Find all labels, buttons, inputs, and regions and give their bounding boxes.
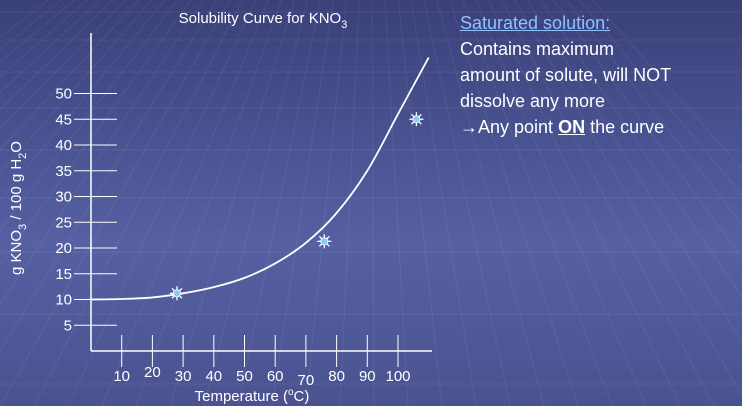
grid-line xyxy=(488,0,681,406)
grid-line xyxy=(0,0,101,93)
x-axis-label: Temperature (oC) xyxy=(195,387,310,405)
grid-line xyxy=(371,0,375,406)
x-tick-label: 100 xyxy=(385,368,410,385)
grid-line xyxy=(0,0,127,130)
y-axis-label-part: O xyxy=(8,141,25,153)
data-point xyxy=(169,286,184,301)
x-tick-label: 60 xyxy=(267,368,284,385)
grid-line xyxy=(0,0,179,231)
y-tick-label: 45 xyxy=(55,111,72,128)
grid-line xyxy=(514,0,742,397)
point-dot xyxy=(412,115,421,124)
x-tick-label: 20 xyxy=(144,364,161,381)
grid-line xyxy=(397,0,443,406)
chart-title-subscript: 3 xyxy=(341,19,347,31)
grid-line xyxy=(591,0,742,170)
y-tick-label: 15 xyxy=(55,266,72,283)
grid-line xyxy=(423,0,511,406)
grid-line xyxy=(0,0,140,151)
grid-line xyxy=(237,0,321,406)
grid-line xyxy=(0,0,153,175)
point-dot xyxy=(320,237,329,246)
grid-line xyxy=(0,0,218,352)
grid-line xyxy=(384,0,409,406)
grid-line xyxy=(203,0,308,406)
x-axis-label-end: C) xyxy=(294,388,310,405)
data-point xyxy=(317,234,332,249)
y-axis-label: g KNO3 / 100 g H2O xyxy=(8,141,29,275)
x-tick-label: 10 xyxy=(113,368,130,385)
y-axis-label-part: / 100 g H xyxy=(8,159,25,224)
grid-line xyxy=(339,0,360,406)
y-tick-label: 10 xyxy=(55,292,72,309)
y-tick-label: 30 xyxy=(55,189,72,206)
solubility-curve xyxy=(90,57,430,301)
description-line-3: dissolve any more xyxy=(460,91,606,111)
point-dot xyxy=(172,289,181,298)
description-on-word: ON xyxy=(558,117,586,137)
grid-line xyxy=(552,0,742,259)
chart-title: Solubility Curve for KNO3 xyxy=(179,10,348,31)
grid-line xyxy=(271,0,334,406)
grid-line xyxy=(527,0,742,344)
x-tick-label: 50 xyxy=(236,368,253,385)
description-heading: Saturated solution: xyxy=(460,13,611,33)
grid-line xyxy=(0,0,231,406)
data-point xyxy=(409,112,424,127)
grid-line xyxy=(0,0,192,266)
y-tick-label: 5 xyxy=(64,317,72,334)
grid-line xyxy=(436,0,545,406)
grid-line xyxy=(501,0,715,406)
grid-line xyxy=(449,0,579,406)
y-axis-label-subscript: 2 xyxy=(17,153,29,159)
description-line-4-suffix: the curve xyxy=(585,117,665,137)
x-tick-label: 40 xyxy=(205,368,222,385)
grid-line xyxy=(67,0,257,406)
y-tick-label: 50 xyxy=(55,86,72,103)
x-tick-label: 30 xyxy=(175,368,192,385)
description-line-4: →Any point ON the curve xyxy=(460,114,740,140)
grid-line xyxy=(578,0,742,196)
grid-line xyxy=(0,0,205,306)
x-axis-label-superscript: o xyxy=(288,387,294,398)
grid-line xyxy=(0,0,166,201)
description-panel: Saturated solution: Contains maximum amo… xyxy=(460,10,740,140)
y-tick-label: 35 xyxy=(55,163,72,180)
y-axis-label-part: g KNO xyxy=(8,230,25,275)
grid-line xyxy=(169,0,295,406)
grid-line xyxy=(410,0,477,406)
description-line-2: amount of solute, will NOT xyxy=(460,65,672,85)
x-tick-label: 80 xyxy=(328,368,345,385)
description-line-1: Contains maximum xyxy=(460,39,615,59)
grid-line xyxy=(565,0,742,226)
grid-line xyxy=(475,0,647,406)
description-line-4-prefix: →Any point xyxy=(460,117,559,137)
grid-line xyxy=(33,0,244,406)
x-tick-label: 70 xyxy=(298,372,315,389)
y-tick-label: 25 xyxy=(55,214,72,231)
grid-line xyxy=(101,0,270,406)
x-tick-label: 90 xyxy=(359,368,376,385)
grid-line xyxy=(462,0,613,406)
grid-line xyxy=(305,0,347,406)
y-tick-label: 40 xyxy=(55,137,72,154)
y-axis-label-subscript: 3 xyxy=(17,224,29,230)
y-tick-label: 20 xyxy=(55,240,72,257)
grid-line xyxy=(0,0,114,111)
